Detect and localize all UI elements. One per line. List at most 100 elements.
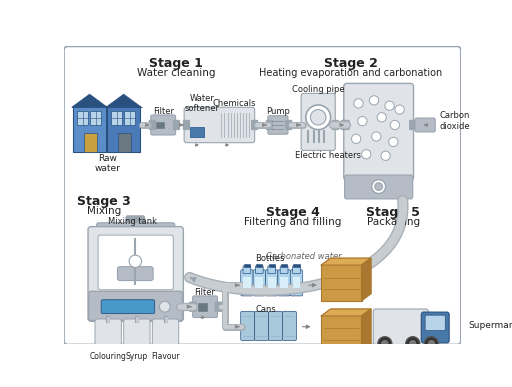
Text: Filter: Filter	[195, 288, 216, 296]
Bar	[269, 264, 275, 267]
Text: Stage 3: Stage 3	[77, 195, 131, 209]
Text: Packaging: Packaging	[367, 217, 420, 227]
Circle shape	[424, 337, 438, 351]
Text: Stage 4: Stage 4	[266, 206, 319, 219]
Circle shape	[372, 132, 381, 141]
FancyBboxPatch shape	[153, 319, 179, 353]
Circle shape	[306, 105, 331, 130]
FancyBboxPatch shape	[301, 93, 335, 151]
Circle shape	[354, 99, 363, 108]
FancyBboxPatch shape	[253, 270, 266, 296]
FancyBboxPatch shape	[283, 311, 296, 341]
Bar	[111, 111, 122, 125]
Bar	[118, 133, 131, 152]
Circle shape	[389, 137, 398, 147]
FancyBboxPatch shape	[415, 118, 435, 132]
Text: Cooling pipe: Cooling pipe	[292, 85, 345, 94]
FancyBboxPatch shape	[243, 266, 251, 274]
Bar	[280, 277, 288, 288]
FancyBboxPatch shape	[268, 116, 288, 134]
Circle shape	[352, 134, 361, 144]
Text: Supermarket: Supermarket	[468, 321, 512, 330]
FancyBboxPatch shape	[241, 270, 253, 296]
FancyBboxPatch shape	[332, 120, 338, 130]
FancyBboxPatch shape	[251, 120, 258, 130]
Bar	[73, 106, 106, 152]
FancyBboxPatch shape	[189, 302, 197, 311]
FancyBboxPatch shape	[373, 309, 428, 344]
FancyBboxPatch shape	[89, 291, 183, 320]
Text: Water cleaning: Water cleaning	[137, 68, 216, 78]
Text: Stage 2: Stage 2	[324, 57, 378, 70]
Bar	[156, 122, 164, 128]
Polygon shape	[322, 309, 371, 316]
Bar	[293, 277, 301, 288]
Text: Carbonated water: Carbonated water	[266, 252, 342, 261]
Bar	[255, 277, 263, 288]
Text: Water
softener: Water softener	[184, 94, 220, 113]
FancyBboxPatch shape	[95, 319, 121, 353]
Bar	[108, 106, 140, 152]
Circle shape	[390, 120, 399, 130]
Circle shape	[129, 255, 141, 267]
FancyBboxPatch shape	[193, 296, 218, 317]
FancyBboxPatch shape	[151, 115, 176, 135]
FancyBboxPatch shape	[64, 46, 461, 344]
Text: Carbon
dioxide: Carbon dioxide	[440, 111, 471, 131]
FancyBboxPatch shape	[278, 270, 290, 296]
Bar	[244, 264, 250, 267]
Bar	[256, 264, 263, 267]
Polygon shape	[361, 258, 371, 301]
Text: Chemicals: Chemicals	[213, 99, 256, 108]
Circle shape	[382, 341, 388, 347]
FancyBboxPatch shape	[266, 270, 278, 296]
FancyBboxPatch shape	[266, 120, 272, 130]
Bar	[322, 316, 361, 351]
FancyBboxPatch shape	[126, 216, 144, 228]
Text: Mixing: Mixing	[87, 206, 121, 216]
Text: Stage 1: Stage 1	[150, 57, 203, 70]
FancyBboxPatch shape	[117, 267, 153, 281]
Text: Flavour: Flavour	[151, 352, 180, 361]
Circle shape	[310, 110, 326, 125]
FancyBboxPatch shape	[425, 315, 445, 330]
FancyBboxPatch shape	[124, 319, 150, 353]
Text: Stage 5: Stage 5	[367, 206, 420, 219]
Bar	[243, 277, 251, 288]
Text: Mixing tank: Mixing tank	[108, 217, 157, 226]
Text: Syrup: Syrup	[126, 352, 148, 361]
Circle shape	[428, 341, 435, 347]
Text: Bottles: Bottles	[255, 255, 285, 264]
Text: Raw
water: Raw water	[94, 154, 120, 173]
Text: Pump: Pump	[266, 107, 290, 116]
FancyBboxPatch shape	[101, 300, 155, 313]
Circle shape	[381, 151, 390, 160]
Circle shape	[395, 105, 404, 114]
Polygon shape	[322, 258, 371, 265]
FancyBboxPatch shape	[255, 266, 263, 274]
Bar	[84, 133, 97, 152]
FancyBboxPatch shape	[286, 120, 292, 130]
FancyBboxPatch shape	[215, 302, 222, 311]
FancyBboxPatch shape	[241, 311, 254, 341]
Circle shape	[385, 101, 394, 110]
Bar	[189, 127, 203, 137]
Text: Colouring: Colouring	[90, 352, 126, 361]
FancyBboxPatch shape	[293, 266, 301, 274]
FancyBboxPatch shape	[184, 107, 254, 143]
Circle shape	[406, 337, 420, 351]
FancyBboxPatch shape	[269, 311, 283, 341]
FancyBboxPatch shape	[280, 266, 288, 274]
Bar	[124, 111, 135, 125]
Circle shape	[358, 116, 367, 126]
FancyBboxPatch shape	[98, 235, 173, 290]
Text: Electric heaters: Electric heaters	[295, 151, 361, 160]
Text: Filter: Filter	[153, 107, 174, 116]
Polygon shape	[72, 94, 108, 107]
FancyBboxPatch shape	[421, 312, 449, 343]
FancyBboxPatch shape	[344, 84, 414, 180]
FancyBboxPatch shape	[254, 311, 269, 341]
Text: Filtering and filling: Filtering and filling	[244, 217, 342, 227]
Bar	[268, 277, 275, 288]
Bar	[198, 303, 207, 310]
